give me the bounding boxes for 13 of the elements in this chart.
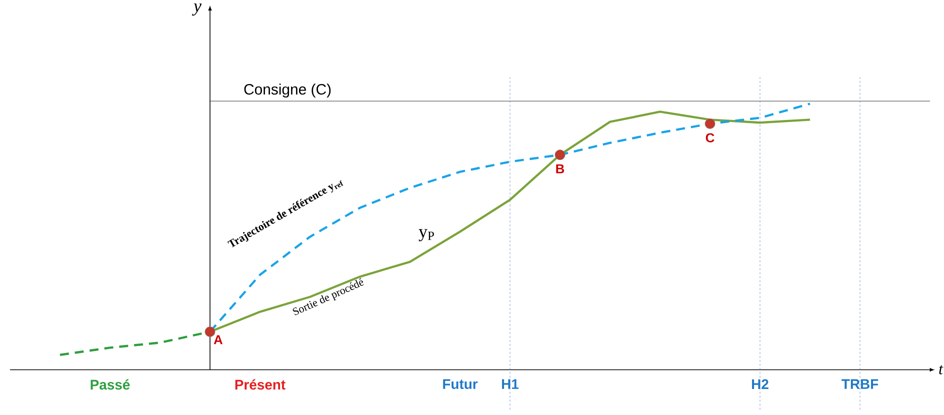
y-axis-title: y xyxy=(192,4,202,16)
ref-line-label: Consigne (C) xyxy=(244,84,331,98)
x-axis-title: t xyxy=(939,365,944,374)
annotation: C xyxy=(706,133,714,142)
x-tick-label: Présent xyxy=(235,379,286,390)
x-tick-label: H2 xyxy=(752,379,768,390)
x-tick-label: H1 xyxy=(502,379,519,389)
annotation: B xyxy=(556,164,564,174)
annotation: y$_{P}$ xyxy=(418,229,434,242)
x-tick-label: Futur xyxy=(443,379,478,390)
x-tick-label: Passé xyxy=(90,379,130,390)
x-tick-label: TRBF xyxy=(842,379,878,389)
annotation: A xyxy=(214,335,223,344)
